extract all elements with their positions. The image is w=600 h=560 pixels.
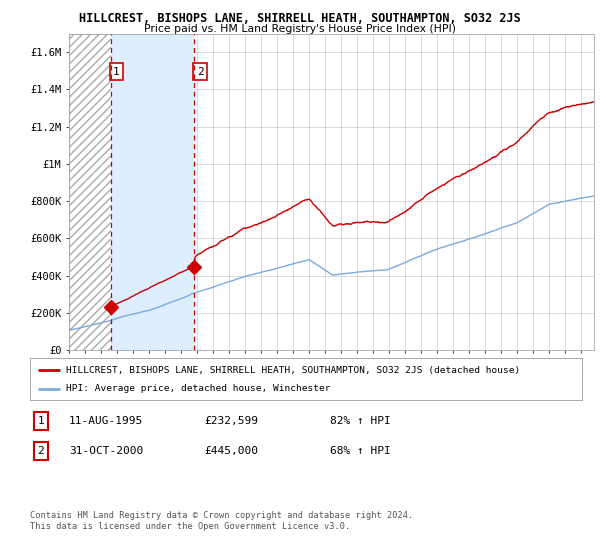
Text: Price paid vs. HM Land Registry's House Price Index (HPI): Price paid vs. HM Land Registry's House … <box>144 24 456 34</box>
Text: 2: 2 <box>197 67 203 77</box>
Text: 82% ↑ HPI: 82% ↑ HPI <box>330 416 391 426</box>
Text: £232,599: £232,599 <box>204 416 258 426</box>
Text: HILLCREST, BISHOPS LANE, SHIRRELL HEATH, SOUTHAMPTON, SO32 2JS (detached house): HILLCREST, BISHOPS LANE, SHIRRELL HEATH,… <box>66 366 520 375</box>
Text: HILLCREST, BISHOPS LANE, SHIRRELL HEATH, SOUTHAMPTON, SO32 2JS: HILLCREST, BISHOPS LANE, SHIRRELL HEATH,… <box>79 12 521 25</box>
Text: £445,000: £445,000 <box>204 446 258 456</box>
Bar <box>69 34 111 350</box>
Text: 31-OCT-2000: 31-OCT-2000 <box>69 446 143 456</box>
Bar <box>111 34 194 350</box>
Text: Contains HM Land Registry data © Crown copyright and database right 2024.: Contains HM Land Registry data © Crown c… <box>30 511 413 520</box>
Text: 1: 1 <box>113 67 120 77</box>
Text: HPI: Average price, detached house, Winchester: HPI: Average price, detached house, Winc… <box>66 384 331 393</box>
Text: This data is licensed under the Open Government Licence v3.0.: This data is licensed under the Open Gov… <box>30 522 350 531</box>
Text: 1: 1 <box>37 416 44 426</box>
Text: 2: 2 <box>37 446 44 456</box>
Text: 68% ↑ HPI: 68% ↑ HPI <box>330 446 391 456</box>
Text: 11-AUG-1995: 11-AUG-1995 <box>69 416 143 426</box>
